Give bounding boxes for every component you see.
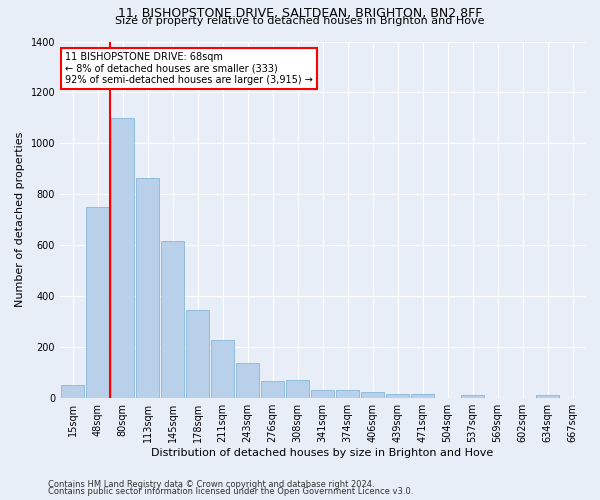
Bar (461, 395, 484, 398)
Bar (136, 178, 160, 398)
Text: 11, BISHOPSTONE DRIVE, SALTDEAN, BRIGHTON, BN2 8FF: 11, BISHOPSTONE DRIVE, SALTDEAN, BRIGHTO… (118, 8, 482, 20)
Bar (236, 364, 259, 398)
Bar (286, 380, 310, 398)
Text: Contains HM Land Registry data © Crown copyright and database right 2024.: Contains HM Land Registry data © Crown c… (48, 480, 374, 489)
Bar (311, 390, 334, 398)
Y-axis label: Number of detached properties: Number of detached properties (15, 132, 25, 308)
Bar (536, 395, 559, 398)
Bar (335, 390, 359, 398)
X-axis label: Distribution of detached houses by size in Brighton and Hove: Distribution of detached houses by size … (151, 448, 494, 458)
Text: Contains public sector information licensed under the Open Government Licence v3: Contains public sector information licen… (48, 487, 413, 496)
Bar (61, 385, 85, 398)
Text: 11 BISHOPSTONE DRIVE: 68sqm
← 8% of detached houses are smaller (333)
92% of sem: 11 BISHOPSTONE DRIVE: 68sqm ← 8% of deta… (65, 52, 313, 86)
Bar (185, 310, 209, 398)
Bar (161, 241, 184, 398)
Bar (260, 381, 284, 398)
Bar (211, 340, 235, 398)
Bar (410, 394, 434, 398)
Bar (86, 207, 109, 398)
Bar (386, 394, 409, 398)
Bar (361, 392, 385, 398)
Bar (110, 118, 134, 398)
Text: Size of property relative to detached houses in Brighton and Hove: Size of property relative to detached ho… (115, 16, 485, 26)
